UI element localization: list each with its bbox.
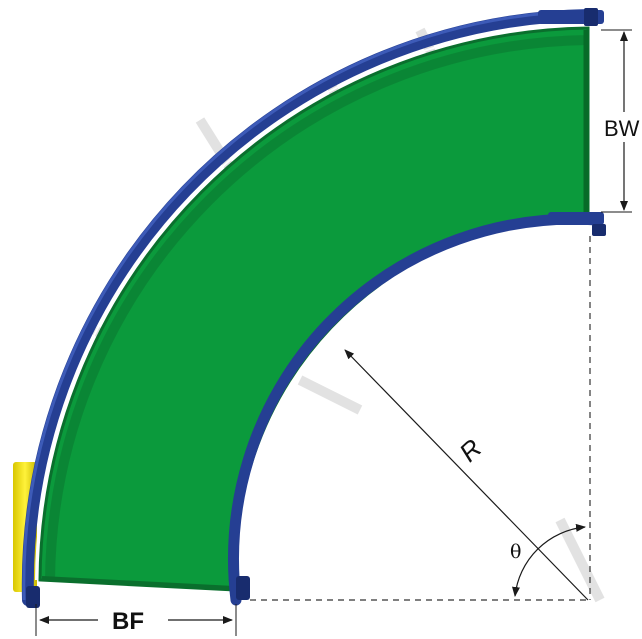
outer-frame-highlight [22, 9, 589, 601]
bw-dimension: BW [598, 29, 642, 213]
inner-end-bracket-foot [592, 224, 606, 236]
bf-label: BF [112, 608, 144, 635]
angle-indicator: θ [510, 523, 586, 597]
bw-label: BW [604, 116, 640, 141]
inner-frame-rail [228, 213, 604, 606]
belt-outer-shadow [45, 35, 589, 581]
radius-label: R [453, 433, 487, 468]
outer-gap-line [35, 23, 589, 581]
outer-bottom-foot [26, 586, 40, 608]
outer-frame-rail [21, 9, 594, 606]
radius-dimension: R [344, 349, 589, 601]
inner-bottom-foot [236, 576, 250, 600]
outer-end-bracket-cap [584, 8, 598, 26]
theta-label: θ [510, 541, 521, 563]
inner-end-bracket [548, 212, 604, 225]
belt-end-edge-bottom [41, 576, 235, 590]
bf-dimension: BF [35, 604, 237, 636]
